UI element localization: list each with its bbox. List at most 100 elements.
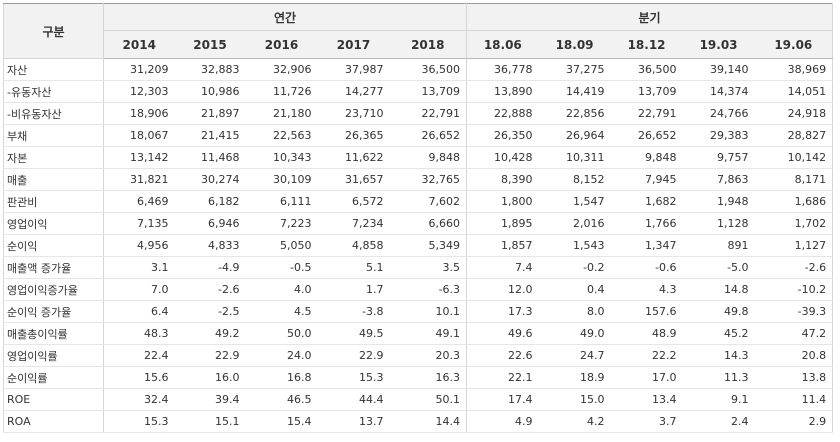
- table-row: 순이익률 15.6 16.0 16.8 15.3 16.3 22.1 18.9 17.0 11.3…: [3, 366, 833, 389]
- annual-value-cell: 3.5: [389, 256, 468, 279]
- annual-value-cell: 46.5: [245, 388, 318, 411]
- quarterly-value-cell: 10,311: [538, 146, 611, 169]
- row-label: 순이익 증가율: [3, 300, 104, 323]
- annual-value-cell: 14.4: [389, 410, 468, 433]
- header-period-row: 2014 2015 2016 2017 2018 18.06 18.09 18.12 19.03…: [4, 30, 833, 59]
- annual-value-cell: 6,182: [174, 190, 246, 213]
- annual-value-cell: 22.9: [174, 344, 246, 367]
- annual-value-cell: 13,142: [103, 146, 175, 169]
- table-body: 자산 31,209 32,883 32,906 37,987 36,500 36,778 37…: [3, 58, 833, 433]
- row-label: 영업이익: [3, 212, 104, 235]
- quarterly-value-cell: 13.4: [610, 388, 683, 411]
- quarterly-value-cell: 1,686: [754, 190, 833, 213]
- quarterly-value-cell: 1,702: [754, 212, 833, 235]
- header-year: 2014: [103, 30, 175, 59]
- quarterly-value-cell: 9,848: [610, 146, 683, 169]
- annual-value-cell: 30,274: [174, 168, 246, 191]
- annual-value-cell: 5.1: [317, 256, 390, 279]
- row-label: ROE: [3, 388, 104, 411]
- table-row: 자산 31,209 32,883 32,906 37,987 36,500 36,778 37…: [3, 58, 833, 81]
- row-label: 영업이익률: [3, 344, 104, 367]
- annual-value-cell: 50.0: [245, 322, 318, 345]
- annual-value-cell: 9,848: [389, 146, 468, 169]
- row-label: ROA: [3, 410, 104, 433]
- quarterly-value-cell: 8,171: [754, 168, 833, 191]
- quarterly-value-cell: 47.2: [754, 322, 833, 345]
- quarterly-value-cell: 14.8: [682, 278, 755, 301]
- annual-value-cell: 21,180: [245, 102, 318, 125]
- quarterly-value-cell: 24.7: [538, 344, 611, 367]
- quarterly-value-cell: 17.4: [466, 388, 539, 411]
- quarterly-value-cell: 8,152: [538, 168, 611, 191]
- quarterly-value-cell: 11.4: [754, 388, 833, 411]
- quarterly-value-cell: 22,856: [538, 102, 611, 125]
- quarterly-value-cell: 22.1: [466, 366, 539, 389]
- annual-value-cell: 16.0: [174, 366, 246, 389]
- annual-value-cell: 18,067: [103, 124, 175, 147]
- row-label: 판관비: [3, 190, 104, 213]
- annual-value-cell: 3.1: [103, 256, 175, 279]
- quarterly-value-cell: 1,948: [682, 190, 755, 213]
- annual-value-cell: 36,500: [389, 58, 468, 81]
- quarterly-value-cell: 1,800: [466, 190, 539, 213]
- annual-value-cell: 4.0: [245, 278, 318, 301]
- annual-value-cell: 14,277: [317, 80, 390, 103]
- row-label: 순이익률: [3, 366, 104, 389]
- header-year: 2016: [245, 30, 318, 59]
- quarterly-value-cell: -2.6: [754, 256, 833, 279]
- quarterly-value-cell: 17.0: [610, 366, 683, 389]
- table-row: 순이익 증가율 6.4 -2.5 4.5 -3.8 10.1 17.3 8.0 157.6 49.…: [3, 300, 833, 323]
- header-annual-group: 연간: [103, 3, 468, 31]
- annual-value-cell: 15.3: [317, 366, 390, 389]
- quarterly-value-cell: 891: [682, 234, 755, 257]
- quarterly-value-cell: 29,383: [682, 124, 755, 147]
- annual-value-cell: -2.6: [174, 278, 246, 301]
- table-row: 영업이익증가율 7.0 -2.6 4.0 1.7 -6.3 12.0 0.4 4.3 14.8 -1…: [3, 278, 833, 301]
- annual-value-cell: 7,223: [245, 212, 318, 235]
- annual-value-cell: 13,709: [389, 80, 468, 103]
- quarterly-value-cell: 24,766: [682, 102, 755, 125]
- quarterly-value-cell: 1,347: [610, 234, 683, 257]
- table-row: 매출총이익률 48.3 49.2 50.0 49.5 49.1 49.6 49.0 48.9 45…: [3, 322, 833, 345]
- table-row: ROA 15.3 15.1 15.4 13.7 14.4 4.9 4.2 3.7 2.4 2.9: [3, 410, 833, 433]
- quarterly-value-cell: 15.0: [538, 388, 611, 411]
- annual-value-cell: 32,765: [389, 168, 468, 191]
- quarterly-value-cell: 39,140: [682, 58, 755, 81]
- annual-value-cell: 7,135: [103, 212, 175, 235]
- row-label: 매출: [3, 168, 104, 191]
- annual-value-cell: 32,883: [174, 58, 246, 81]
- annual-value-cell: 32,906: [245, 58, 318, 81]
- annual-value-cell: 31,657: [317, 168, 390, 191]
- annual-value-cell: 6,469: [103, 190, 175, 213]
- quarterly-value-cell: 13.8: [754, 366, 833, 389]
- row-label: 부채: [3, 124, 104, 147]
- quarterly-value-cell: 48.9: [610, 322, 683, 345]
- annual-value-cell: 6,572: [317, 190, 390, 213]
- annual-value-cell: 10.1: [389, 300, 468, 323]
- annual-value-cell: 4.5: [245, 300, 318, 323]
- table-row: 영업이익 7,135 6,946 7,223 7,234 6,660 1,895 2,016 1…: [3, 212, 833, 235]
- quarterly-value-cell: 10,428: [466, 146, 539, 169]
- quarterly-value-cell: 12.0: [466, 278, 539, 301]
- annual-value-cell: 4,833: [174, 234, 246, 257]
- annual-value-cell: -4.9: [174, 256, 246, 279]
- table-row: 판관비 6,469 6,182 6,111 6,572 7,602 1,800 1,547 1,…: [3, 190, 833, 213]
- quarterly-value-cell: 4.9: [466, 410, 539, 433]
- annual-value-cell: 23,710: [317, 102, 390, 125]
- annual-value-cell: 6.4: [103, 300, 175, 323]
- header-gubun: 구분: [3, 3, 104, 59]
- annual-value-cell: 18,906: [103, 102, 175, 125]
- quarterly-value-cell: 8,390: [466, 168, 539, 191]
- table-row: 순이익 4,956 4,833 5,050 4,858 5,349 1,857 1,543 1,…: [3, 234, 833, 257]
- row-label: 순이익: [3, 234, 104, 257]
- annual-value-cell: 21,415: [174, 124, 246, 147]
- annual-value-cell: 16.8: [245, 366, 318, 389]
- quarterly-value-cell: 7.4: [466, 256, 539, 279]
- quarterly-value-cell: 49.0: [538, 322, 611, 345]
- quarterly-value-cell: -39.3: [754, 300, 833, 323]
- annual-value-cell: 15.4: [245, 410, 318, 433]
- quarterly-value-cell: 38,969: [754, 58, 833, 81]
- quarterly-value-cell: -0.2: [538, 256, 611, 279]
- quarterly-value-cell: 26,652: [610, 124, 683, 147]
- annual-value-cell: 49.2: [174, 322, 246, 345]
